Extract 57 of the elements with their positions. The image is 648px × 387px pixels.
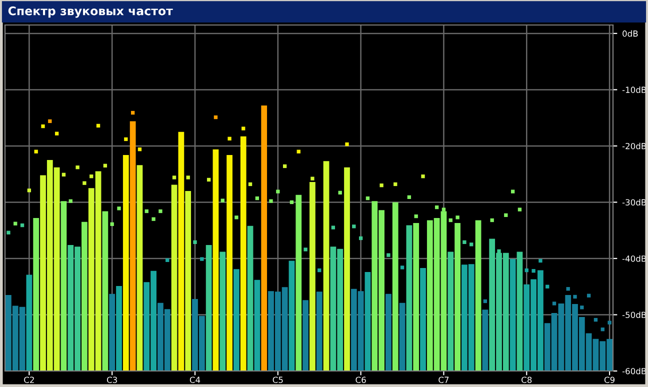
x-tick-label: C6	[356, 376, 366, 384]
bar	[212, 149, 219, 371]
bar	[185, 190, 192, 371]
x-tick-label: C8	[522, 376, 532, 384]
bar	[178, 132, 184, 371]
bar	[26, 274, 32, 371]
bar	[510, 259, 516, 371]
bar	[454, 223, 460, 371]
bar	[261, 105, 268, 371]
bar	[102, 211, 108, 371]
bar	[288, 260, 295, 371]
bar	[364, 272, 371, 371]
bar	[130, 121, 136, 371]
y-tick-label: -20dB	[622, 142, 646, 150]
bar	[247, 226, 254, 371]
bar	[516, 252, 523, 371]
bar	[171, 184, 178, 371]
bar	[60, 201, 67, 371]
bar	[399, 302, 406, 371]
bar	[448, 252, 454, 371]
bar	[234, 269, 240, 371]
x-tick-label: C2	[24, 376, 34, 384]
bar	[413, 223, 420, 371]
bar	[420, 268, 426, 371]
bar	[220, 252, 226, 371]
x-tick-label: C7	[438, 376, 449, 384]
y-tick-label: -10dB	[622, 86, 646, 93]
bar	[109, 294, 116, 371]
x-tick-label: C3	[107, 376, 117, 384]
bar	[296, 194, 302, 371]
x-tick-label: C9	[604, 376, 615, 384]
bar	[344, 167, 350, 371]
y-tick-label: 0dB	[622, 30, 638, 37]
bar	[316, 292, 322, 371]
bar	[392, 202, 398, 371]
bar	[240, 136, 246, 371]
bar	[482, 310, 488, 371]
bar	[323, 161, 330, 371]
bar	[116, 286, 122, 371]
bar	[122, 154, 129, 371]
bar	[475, 220, 482, 371]
bar	[226, 154, 232, 371]
x-tick-label: C4	[190, 376, 200, 384]
chart-title: Спектр звуковых частот	[8, 6, 173, 18]
bar	[254, 280, 260, 371]
bar	[136, 165, 143, 371]
bar	[406, 225, 412, 371]
x-tick-label: C5	[272, 376, 283, 384]
y-tick-label: -40dB	[622, 255, 646, 262]
bar	[82, 222, 88, 371]
y-tick-label: -60dB	[622, 368, 646, 374]
y-tick-label: -50dB	[622, 312, 646, 318]
y-tick-label: -30dB	[622, 199, 646, 206]
bar	[386, 294, 392, 371]
bar	[33, 218, 40, 371]
bar	[302, 300, 308, 371]
bar	[206, 244, 212, 371]
